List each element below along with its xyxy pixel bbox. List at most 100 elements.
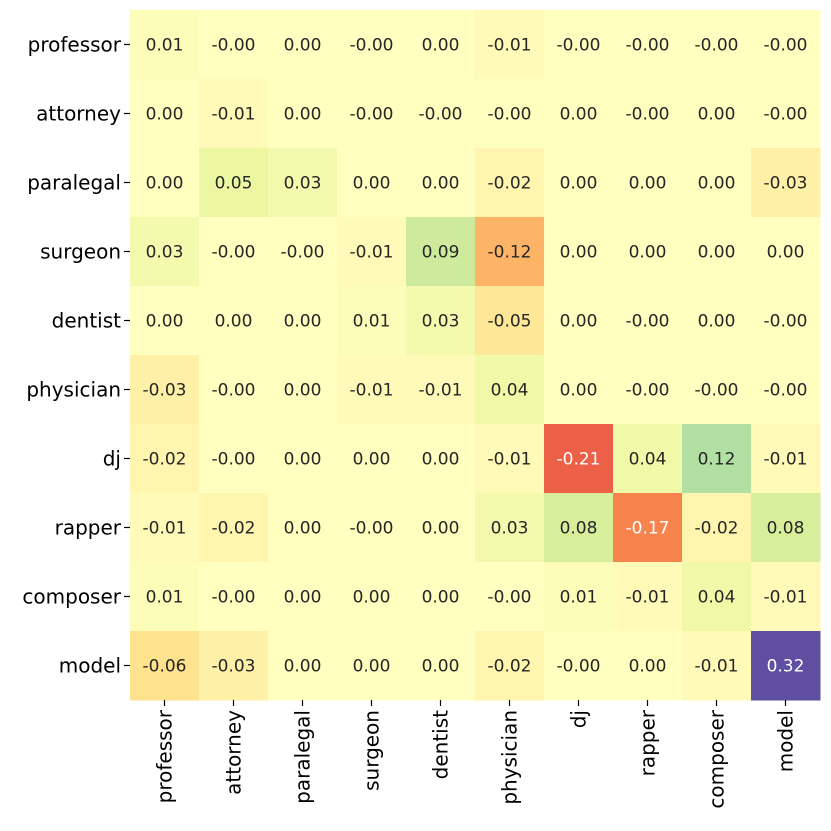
heatmap-cell-model-physician (475, 631, 545, 701)
heatmap-cell-composer-dj (544, 562, 614, 632)
x-tick-label-physician: physician (498, 710, 522, 805)
cell-value-label: 0.04 (491, 381, 529, 401)
cell-value-label: 0.08 (560, 519, 598, 539)
heatmap-cell-attorney-dj (544, 79, 614, 149)
heatmap-cell-surgeon-rapper (613, 217, 683, 287)
cell-value-label: 0.00 (422, 174, 460, 194)
heatmap-cell-rapper-paralegal (268, 493, 338, 563)
y-tick-label-paralegal: paralegal (27, 171, 121, 195)
heatmap-cell-dj-surgeon (337, 424, 407, 494)
cell-value-label: 0.01 (146, 36, 184, 56)
heatmap-cell-paralegal-dentist (406, 148, 476, 218)
cell-value-label: -0.01 (488, 36, 532, 56)
y-tick-label-physician: physician (26, 378, 121, 402)
cell-value-label: -0.00 (557, 36, 601, 56)
cell-value-label: 0.00 (215, 312, 253, 332)
cell-value-label: 0.00 (284, 450, 322, 470)
heatmap-cell-physician-dentist (406, 355, 476, 425)
heatmap-cell-professor-surgeon (337, 10, 407, 80)
heatmap-cells (130, 10, 821, 701)
cell-value-label: -0.01 (350, 243, 394, 263)
cell-value-label: 0.00 (422, 450, 460, 470)
cell-value-label: -0.00 (626, 105, 670, 125)
cell-value-label: 0.12 (698, 450, 736, 470)
heatmap-cell-surgeon-composer (682, 217, 752, 287)
cell-value-label: -0.00 (764, 105, 808, 125)
cell-value-label: 0.00 (629, 657, 667, 677)
heatmap-cell-surgeon-surgeon (337, 217, 407, 287)
heatmap-cell-rapper-professor (130, 493, 200, 563)
cell-value-label: 0.00 (284, 657, 322, 677)
cell-value-label: -0.00 (212, 450, 256, 470)
x-tick-label-composer: composer (705, 709, 729, 808)
heatmap-cell-dj-dentist (406, 424, 476, 494)
heatmap-cell-surgeon-physician (475, 217, 545, 287)
heatmap-cell-dj-model (751, 424, 821, 494)
heatmap-cell-rapper-dj (544, 493, 614, 563)
heatmap-cell-physician-model (751, 355, 821, 425)
cell-value-label: 0.00 (146, 174, 184, 194)
cell-value-label: 0.03 (422, 312, 460, 332)
cell-value-label: -0.00 (281, 243, 325, 263)
cell-value-label: -0.01 (212, 105, 256, 125)
heatmap-cell-rapper-physician (475, 493, 545, 563)
heatmap-cell-model-surgeon (337, 631, 407, 701)
heatmap-cell-dj-dj (544, 424, 614, 494)
heatmap-cell-labels: 0.01 -0.00 0.00 -0.00 0.00 -0.01 -0.00 -0.00 -0.… (143, 36, 808, 677)
cell-value-label: 0.00 (698, 105, 736, 125)
y-tick-label-dj: dj (103, 447, 121, 471)
cell-value-label: -0.05 (488, 312, 532, 332)
cell-value-label: 0.00 (629, 174, 667, 194)
cell-value-label: -0.03 (212, 657, 256, 677)
cell-value-label: -0.01 (350, 381, 394, 401)
y-tick-label-rapper: rapper (55, 516, 122, 540)
cell-value-label: 0.01 (146, 588, 184, 608)
heatmap-cell-dentist-surgeon (337, 286, 407, 356)
cell-value-label: -0.12 (488, 243, 532, 263)
cell-value-label: 0.32 (767, 657, 805, 677)
heatmap-cell-physician-surgeon (337, 355, 407, 425)
heatmap-cell-surgeon-model (751, 217, 821, 287)
heatmap-cell-attorney-attorney (199, 79, 269, 149)
x-tick-label-attorney: attorney (222, 710, 246, 795)
cell-value-label: -0.21 (557, 450, 601, 470)
heatmap-cell-dentist-attorney (199, 286, 269, 356)
heatmap-cell-model-professor (130, 631, 200, 701)
heatmap-cell-professor-physician (475, 10, 545, 80)
heatmap-cell-paralegal-rapper (613, 148, 683, 218)
cell-value-label: -0.02 (212, 519, 256, 539)
cell-value-label: 0.01 (353, 312, 391, 332)
heatmap-cell-professor-dentist (406, 10, 476, 80)
cell-value-label: 0.00 (560, 243, 598, 263)
cell-value-label: 0.00 (560, 381, 598, 401)
cell-value-label: -0.01 (419, 381, 463, 401)
heatmap-cell-dentist-physician (475, 286, 545, 356)
heatmap-cell-paralegal-composer (682, 148, 752, 218)
heatmap-cell-rapper-rapper (613, 493, 683, 563)
cell-value-label: 0.00 (284, 588, 322, 608)
cell-value-label: 0.00 (353, 657, 391, 677)
cell-value-label: -0.00 (212, 381, 256, 401)
heatmap-cell-composer-composer (682, 562, 752, 632)
cell-value-label: -0.00 (626, 312, 670, 332)
heatmap-cell-composer-dentist (406, 562, 476, 632)
heatmap-cell-surgeon-dentist (406, 217, 476, 287)
heatmap-cell-attorney-physician (475, 79, 545, 149)
cell-value-label: -0.00 (350, 36, 394, 56)
cell-value-label: 0.00 (284, 312, 322, 332)
cell-value-label: 0.00 (698, 174, 736, 194)
y-tick-label-composer: composer (22, 585, 121, 609)
heatmap-cell-attorney-model (751, 79, 821, 149)
heatmap-cell-attorney-paralegal (268, 79, 338, 149)
heatmap-cell-surgeon-attorney (199, 217, 269, 287)
cell-value-label: 0.00 (422, 36, 460, 56)
heatmap-cell-composer-physician (475, 562, 545, 632)
x-tick-label-professor: professor (153, 709, 177, 803)
heatmap-cell-dentist-dj (544, 286, 614, 356)
heatmap-cell-dentist-paralegal (268, 286, 338, 356)
heatmap-cell-dentist-dentist (406, 286, 476, 356)
cell-value-label: -0.02 (488, 174, 532, 194)
heatmap-cell-paralegal-dj (544, 148, 614, 218)
cell-value-label: -0.00 (764, 312, 808, 332)
